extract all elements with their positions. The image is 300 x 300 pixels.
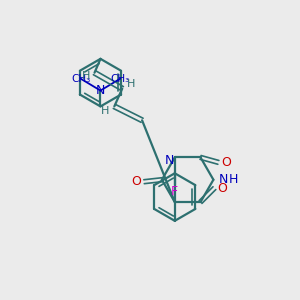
Text: CH₃: CH₃ xyxy=(111,74,130,84)
Text: O: O xyxy=(131,175,141,188)
Text: H: H xyxy=(229,173,238,186)
Text: F: F xyxy=(171,184,178,198)
Text: O: O xyxy=(221,156,231,169)
Text: CH₃: CH₃ xyxy=(71,74,90,84)
Text: N: N xyxy=(96,84,105,97)
Text: O: O xyxy=(218,182,227,195)
Text: H: H xyxy=(127,79,135,88)
Text: N: N xyxy=(165,154,175,167)
Text: H: H xyxy=(81,71,90,81)
Text: N: N xyxy=(219,173,228,186)
Text: H: H xyxy=(101,106,110,116)
